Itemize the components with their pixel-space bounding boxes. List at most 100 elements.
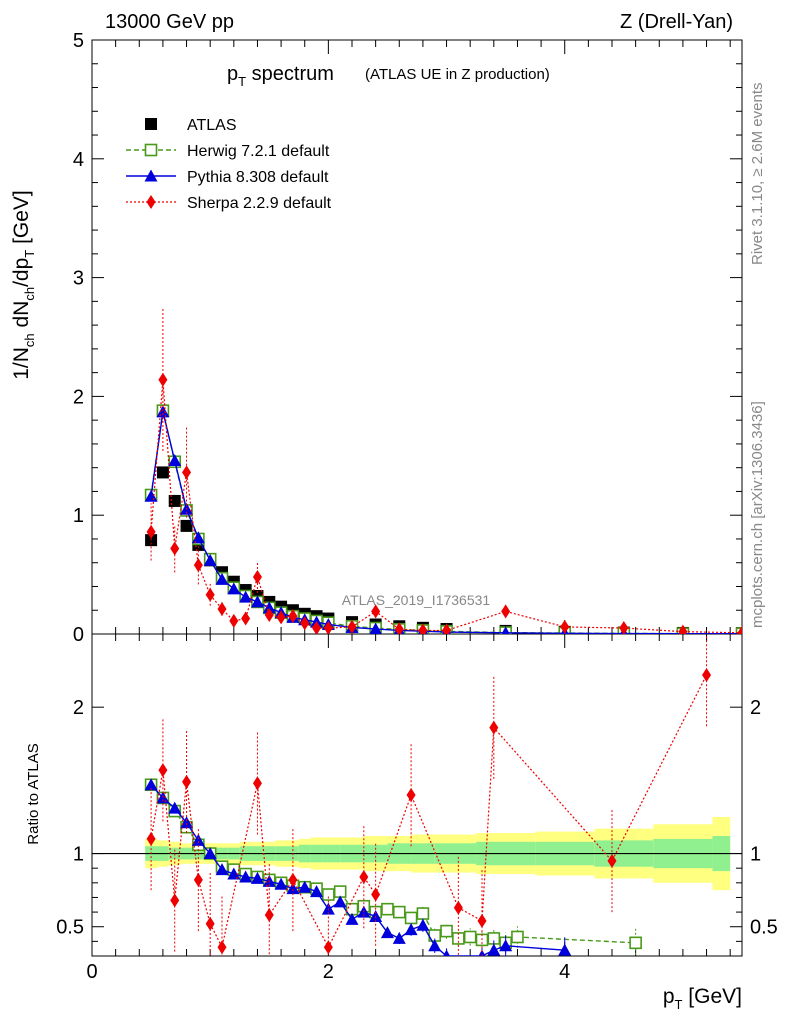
data-point-sherpa (205, 587, 215, 602)
data-point-pythia (501, 626, 510, 634)
data-point-sherpa (217, 602, 227, 617)
ratio-line-sherpa (150, 674, 708, 950)
header-left: 13000 GeV pp (105, 11, 234, 33)
ratio-point-pythia (416, 918, 430, 931)
legend-entry-atlas: ATLAS (145, 117, 237, 134)
ratio-y-tick-label-right: 2 (750, 697, 761, 719)
data-point-sherpa (323, 621, 333, 634)
ratio-point-herwig (463, 930, 477, 944)
data-point-sherpa (312, 621, 322, 634)
legend-label-atlas: ATLAS (187, 117, 237, 134)
data-point-pythia (191, 531, 205, 544)
rivet-annotation: Rivet 3.1.10, ≥ 2.6M events (749, 83, 766, 266)
data-point-pythia (239, 590, 253, 603)
ratio-point-pythia (239, 870, 253, 883)
ratio-point-sherpa (607, 853, 617, 868)
ratio-point-sherpa (182, 774, 192, 789)
y-tick-label: 2 (73, 386, 84, 408)
data-point-sherpa (619, 621, 629, 634)
data-point-pythia (262, 601, 276, 614)
ratio-point-pythia (274, 877, 288, 890)
plot-title: pT spectrum (227, 63, 334, 89)
series-line-sherpa (150, 379, 742, 634)
data-point-sherpa (252, 569, 262, 584)
ratio-series-pythia (144, 778, 572, 956)
ratio-point-herwig (416, 907, 430, 920)
ratio-point-herwig (404, 911, 418, 925)
data-point-sherpa (678, 624, 688, 634)
data-point-sherpa (264, 607, 274, 622)
x-axis-label: pT [GeV] (663, 985, 742, 1012)
data-point-sherpa (193, 558, 203, 573)
ratio-point-herwig (322, 888, 335, 901)
legend-entry-herwig: Herwig 7.2.1 default (126, 143, 330, 160)
ratio-point-sherpa (146, 831, 156, 846)
ratio-point-herwig (392, 905, 406, 919)
y-tick-label: 1 (73, 505, 84, 527)
ratio-point-sherpa (489, 720, 499, 735)
y-tick-label: 5 (73, 30, 84, 52)
y-tick-label: 4 (73, 149, 84, 171)
ratio-point-herwig (629, 936, 642, 950)
legend-entry-sherpa: Sherpa 2.2.9 default (126, 195, 332, 212)
legend-label-sherpa: Sherpa 2.2.9 default (187, 195, 332, 212)
header-right: Z (Drell-Yan) (620, 11, 733, 33)
ratio-point-herwig (511, 930, 524, 944)
ratio-point-pythia (487, 943, 501, 956)
ratio-point-pythia (215, 863, 229, 876)
data-point-sherpa (442, 623, 452, 634)
legend-entry-pythia: Pythia 8.308 default (126, 169, 329, 186)
ratio-point-sherpa (252, 776, 262, 791)
ratio-point-pythia (345, 912, 359, 925)
legend-marker-atlas (145, 118, 157, 130)
legend: ATLAS Herwig 7.2.1 default Pythia 8.308 de… (126, 117, 332, 212)
ratio-point-sherpa (193, 872, 203, 887)
data-point-pythia (203, 553, 217, 566)
ratio-point-pythia (180, 816, 194, 829)
legend-marker-sherpa (146, 195, 156, 209)
x-tick-label: 0 (86, 961, 97, 983)
ratio-point-sherpa (205, 916, 215, 931)
legend-label-pythia: Pythia 8.308 default (187, 169, 329, 186)
ratio-y-tick-label-right: 1 (750, 844, 761, 866)
data-point-sherpa (300, 616, 310, 631)
ratio-point-sherpa (453, 900, 463, 915)
series-atlas (145, 466, 742, 634)
ratio-point-pythia (428, 939, 442, 952)
data-point-sherpa (170, 541, 180, 556)
y-tick-label: 0 (73, 624, 84, 646)
ratio-point-pythia (499, 939, 513, 952)
y-axis-label: 1/Nch dNch/dpT [GeV] (10, 190, 37, 380)
ratio-point-pythia (168, 801, 182, 814)
ratio-point-pythia (286, 882, 300, 895)
ratio-point-sherpa (288, 872, 298, 887)
analysis-watermark: ATLAS_2019_I1736531 (342, 592, 491, 608)
ratio-point-pythia (392, 931, 406, 944)
data-point-sherpa (288, 609, 298, 624)
ratio-uncertainty-band (92, 816, 742, 891)
data-point-pythia (227, 582, 241, 595)
ratio-point-pythia (227, 867, 241, 880)
data-point-pythia (369, 622, 382, 634)
y-tick-label: 3 (73, 268, 84, 290)
ratio-y-tick-label: 2 (73, 697, 84, 719)
ratio-point-sherpa (406, 788, 416, 802)
data-point-atlas (180, 519, 193, 532)
data-point-sherpa (347, 619, 357, 634)
ratio-y-axis-label: Ratio to ATLAS (25, 743, 42, 844)
ratio-point-herwig (381, 902, 394, 916)
ratio-point-pythia (478, 949, 486, 956)
data-point-pythia (215, 572, 229, 585)
ratio-point-sherpa (158, 763, 168, 778)
series-sherpa (146, 308, 742, 634)
ratio-point-sherpa (217, 940, 227, 955)
legend-marker-herwig (144, 143, 158, 157)
ratio-point-pythia (144, 778, 158, 791)
ratio-plot-data (144, 634, 712, 956)
ratio-point-pythia (404, 923, 418, 936)
data-point-sherpa (182, 465, 192, 480)
plot-title-detail: (ATLAS UE in Z production) (365, 66, 550, 83)
legend-marker-pythia (144, 169, 158, 182)
ratio-point-pythia (191, 833, 205, 846)
